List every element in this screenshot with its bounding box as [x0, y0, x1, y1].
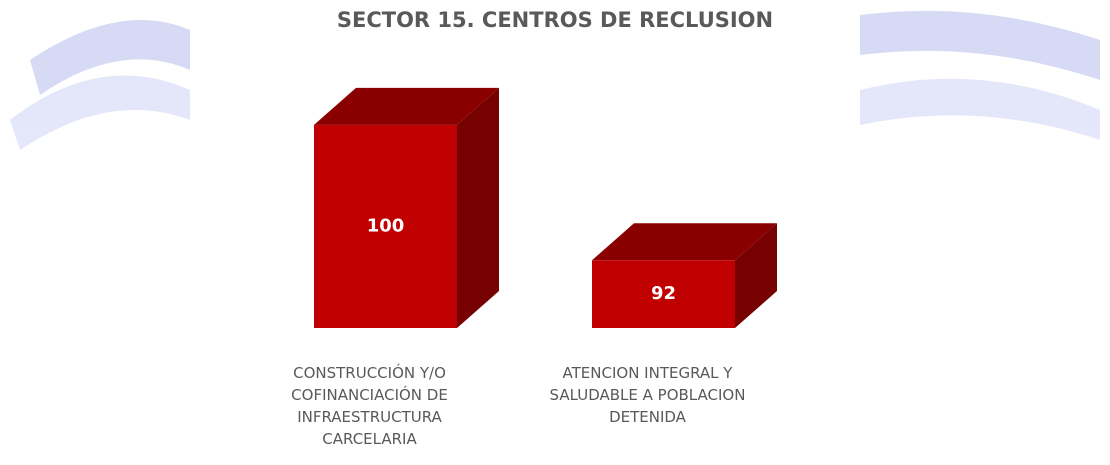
x-tick-label: CONSTRUCCIÓN Y/O COFINANCIACIÓN DE INFRA…: [265, 362, 475, 450]
chart-title: SECTOR 15. CENTROS DE RECLUSION: [337, 8, 773, 32]
page: SECTOR 15. CENTROS DE RECLUSION 100 92 CO…: [0, 0, 1110, 465]
value-label: 100: [367, 215, 405, 236]
x-tick-label: ATENCION INTEGRAL Y SALUDABLE A POBLACIO…: [543, 362, 753, 428]
value-label: 92: [651, 283, 676, 304]
bar-side: [457, 88, 499, 328]
